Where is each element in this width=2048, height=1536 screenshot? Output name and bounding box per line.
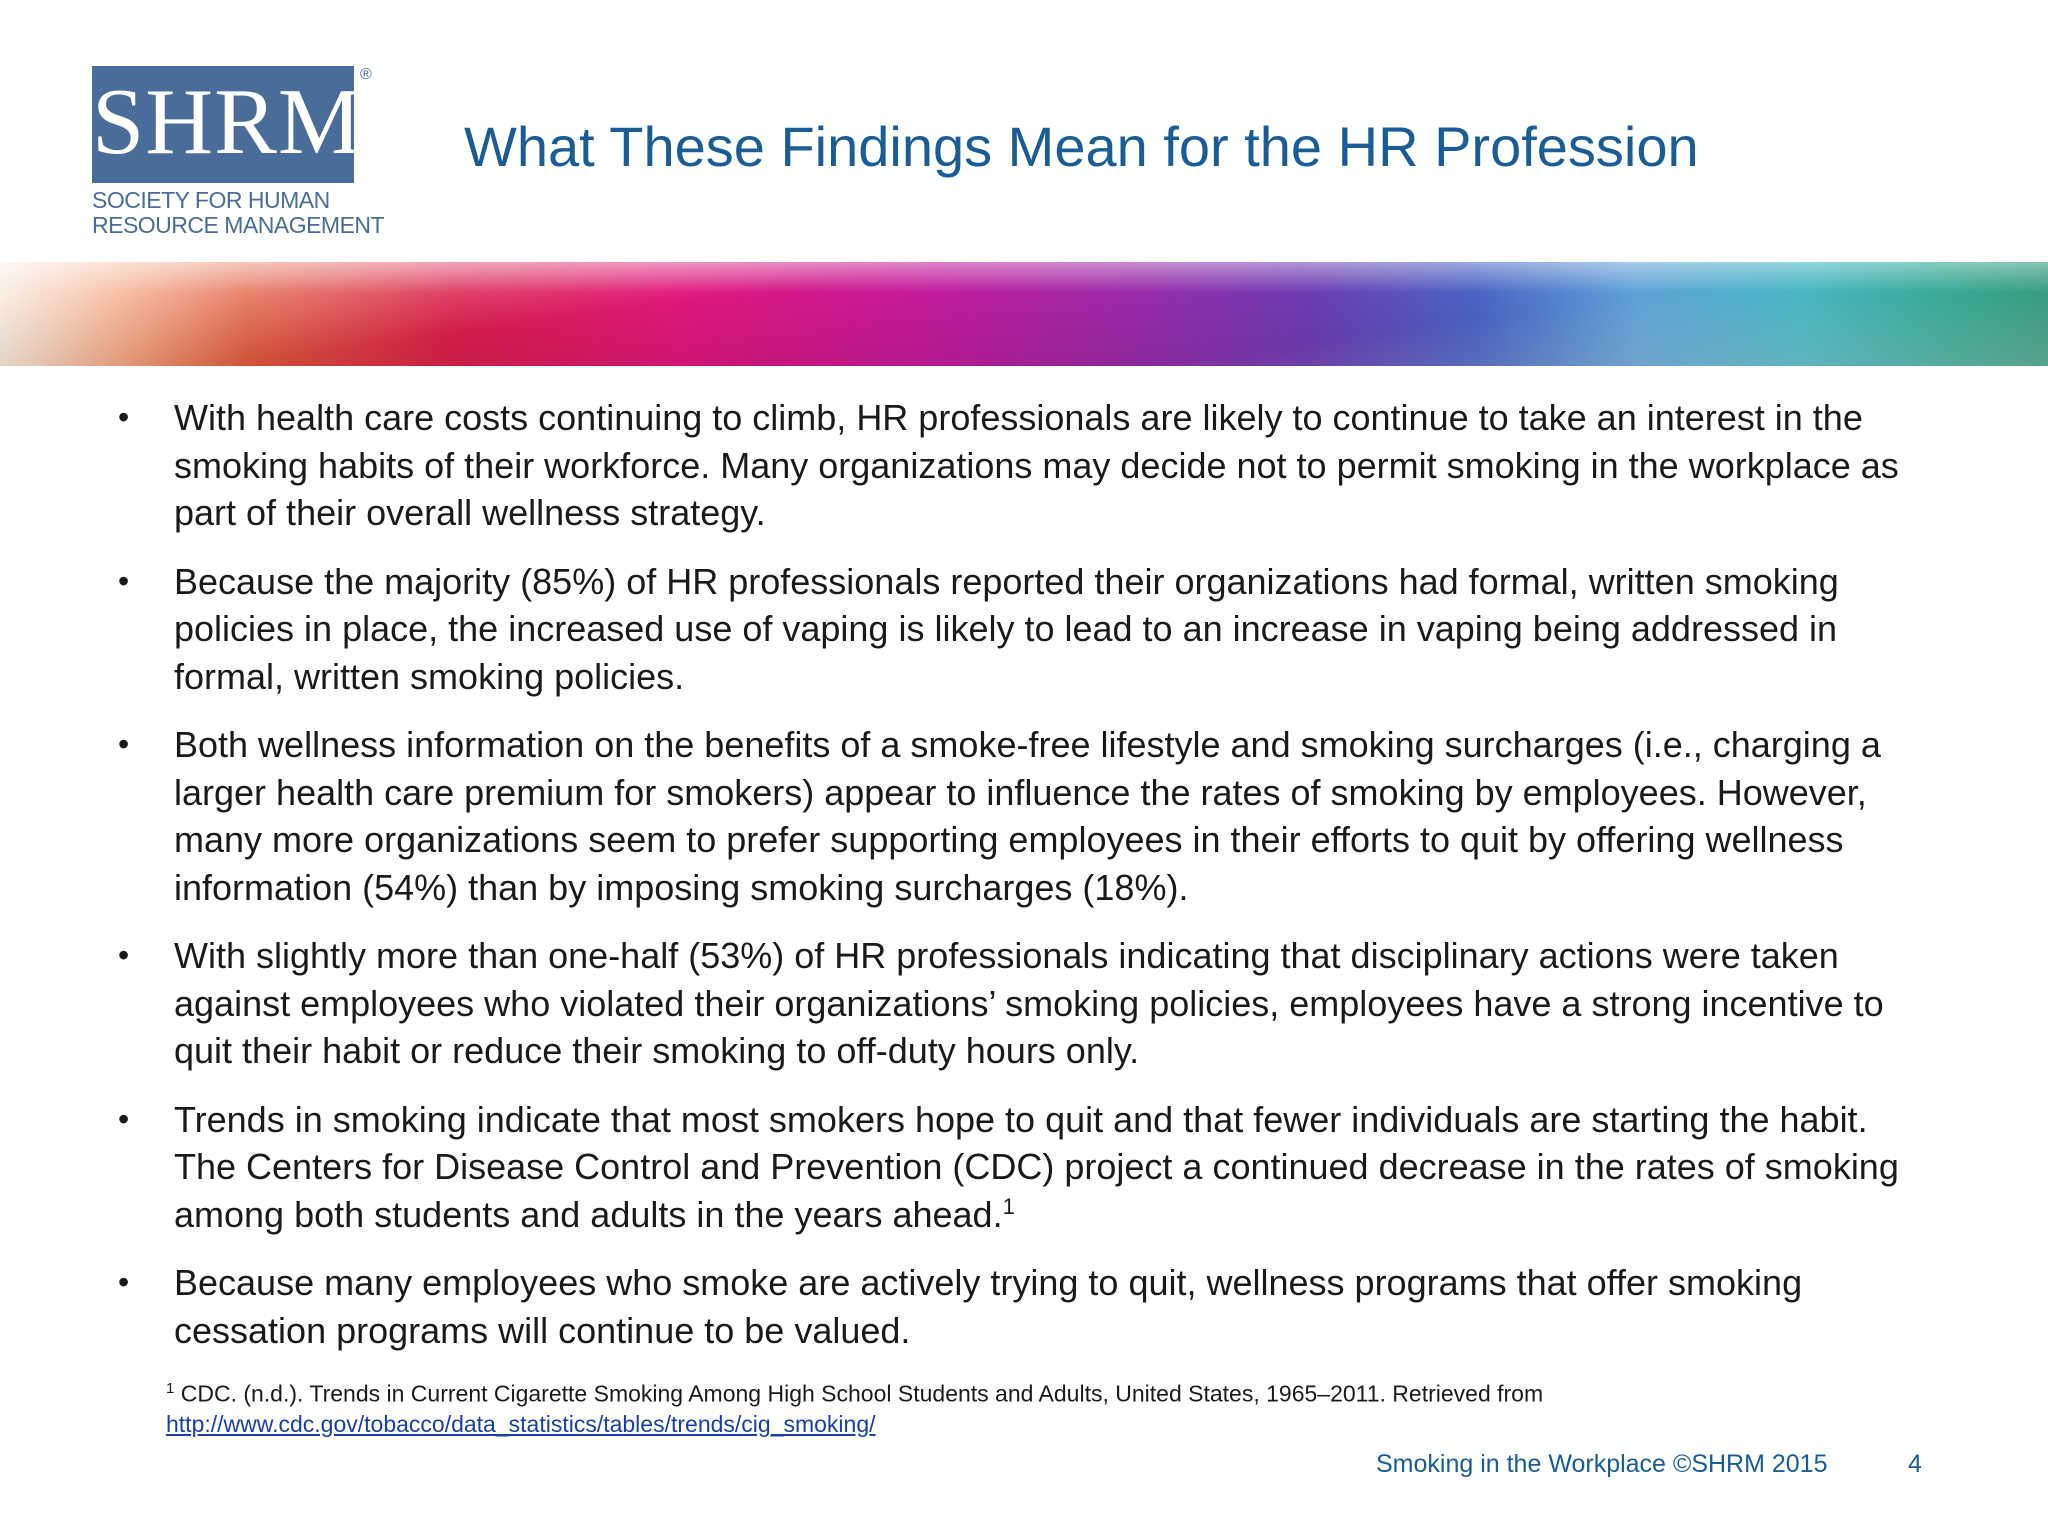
bullet-item: • Because many employees who smoke are a…: [118, 1259, 1918, 1354]
bullet-item: • Because the majority (85%) of HR profe…: [118, 558, 1918, 701]
bullet-text: Trends in smoking indicate that most smo…: [174, 1099, 1899, 1235]
footnote: 1 CDC. (n.d.). Trends in Current Cigaret…: [166, 1374, 1866, 1439]
bullet-text: Both wellness information on the benefit…: [174, 724, 1881, 908]
bullet-glyph: •: [118, 937, 130, 973]
bullet-list: • With health care costs continuing to c…: [118, 394, 1918, 1375]
bullet-item: • With slightly more than one-half (53%)…: [118, 932, 1918, 1075]
bullet-glyph: •: [118, 1100, 130, 1137]
bullet-glyph: •: [118, 726, 130, 762]
slide-footer: Smoking in the Workplace ©SHRM 2015: [1376, 1450, 1828, 1478]
page-number: 4: [1908, 1450, 1922, 1478]
bullet-text: With health care costs continuing to cli…: [174, 397, 1899, 533]
footnote-reference: 1: [1002, 1193, 1015, 1219]
shrm-logo: SHRM ® SOCIETY FOR HUMAN RESOURCE MANAGE…: [92, 66, 385, 246]
bullet-item: • Trends in smoking indicate that most s…: [118, 1096, 1918, 1239]
banner-highlight: [0, 262, 2048, 366]
logo-tagline: SOCIETY FOR HUMAN RESOURCE MANAGEMENT: [92, 187, 385, 238]
bullet-item: • With health care costs continuing to c…: [118, 394, 1918, 537]
bullet-glyph: •: [118, 562, 130, 599]
bullet-glyph: •: [118, 399, 130, 435]
bullet-item: • Both wellness information on the benef…: [118, 721, 1918, 911]
footnote-citation: 1 CDC. (n.d.). Trends in Current Cigaret…: [166, 1374, 1866, 1409]
slide-title: What These Findings Mean for the HR Prof…: [464, 115, 1699, 178]
bullet-text-body: Trends in smoking indicate that most smo…: [174, 1098, 1899, 1235]
footnote-link[interactable]: http://www.cdc.gov/tobacco/data_statisti…: [166, 1410, 876, 1437]
bullet-text: With slightly more than one-half (53%) o…: [174, 935, 1884, 1071]
bullet-glyph: •: [118, 1264, 130, 1300]
banner-shading: [0, 262, 2048, 366]
logo-tagline-line1: SOCIETY FOR HUMAN: [92, 187, 330, 213]
decorative-banner: [0, 262, 2048, 366]
footnote-text: CDC. (n.d.). Trends in Current Cigarette…: [174, 1380, 1544, 1407]
logo-tagline-line2: RESOURCE MANAGEMENT: [92, 212, 385, 238]
logo-letters: SHRM: [92, 70, 363, 174]
logo-box: SHRM: [92, 66, 363, 183]
bullet-text: Because the majority (85%) of HR profess…: [174, 560, 1839, 697]
logo-registered-mark: ®: [360, 66, 372, 83]
bullet-text: Because many employees who smoke are act…: [174, 1262, 1803, 1351]
footnote-marker: 1: [166, 1380, 175, 1397]
